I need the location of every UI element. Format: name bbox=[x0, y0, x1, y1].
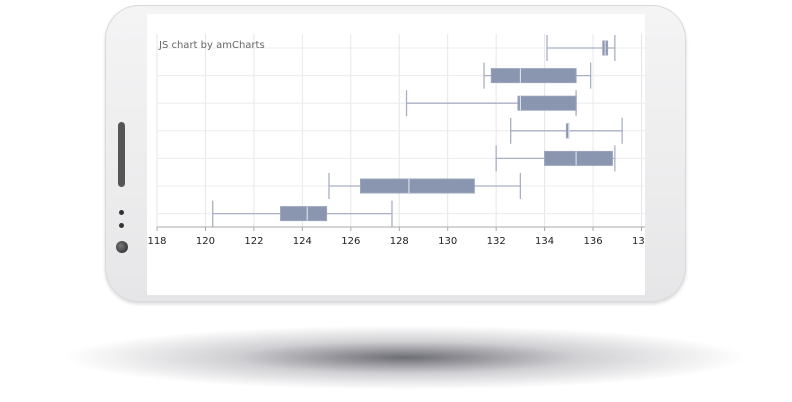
box-iqr bbox=[280, 206, 328, 222]
phone-screen: 118 120 122 124 126 128 130 132 134 136 138 JS cha… bbox=[147, 14, 645, 295]
box-iqr bbox=[490, 68, 577, 84]
x-tick-label: 134 bbox=[535, 236, 554, 247]
box-plot-chart: 118 120 122 124 126 128 130 132 134 136 138 JS cha… bbox=[147, 34, 645, 247]
box-plot-row bbox=[546, 35, 616, 61]
speaker-slot bbox=[118, 122, 125, 187]
box-plot-row bbox=[328, 173, 522, 199]
x-tick-label: 130 bbox=[438, 236, 457, 247]
x-tick-label: 118 bbox=[147, 236, 166, 247]
home-button[interactable] bbox=[116, 241, 128, 253]
x-tick-label: 126 bbox=[341, 236, 360, 247]
phone-shadow bbox=[60, 325, 750, 390]
box-plot-row bbox=[495, 145, 616, 172]
x-tick-label: 120 bbox=[196, 236, 215, 247]
sensor-dot bbox=[119, 210, 124, 215]
x-tick-label: 128 bbox=[390, 236, 409, 247]
box-iqr bbox=[359, 178, 475, 194]
x-tick-label: 124 bbox=[293, 236, 312, 247]
box-plot-row bbox=[510, 117, 623, 144]
box-plot-row bbox=[405, 90, 577, 117]
x-tick-label: 138 bbox=[632, 236, 645, 247]
box-plot-row bbox=[483, 62, 592, 89]
x-tick-label: 136 bbox=[584, 236, 603, 247]
box-plot-row bbox=[212, 200, 393, 227]
chart-credit[interactable]: JS chart by amCharts bbox=[158, 40, 265, 51]
box-iqr bbox=[517, 95, 577, 111]
x-tick-label: 132 bbox=[487, 236, 506, 247]
camera-dot bbox=[119, 223, 124, 228]
box-iqr bbox=[544, 150, 613, 166]
x-tick-label: 122 bbox=[244, 236, 263, 247]
